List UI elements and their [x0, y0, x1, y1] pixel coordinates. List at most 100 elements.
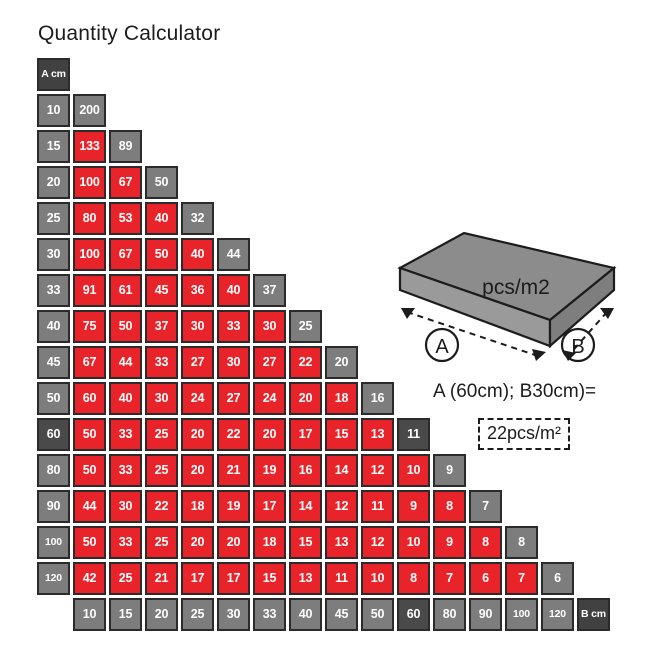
matrix-cell-a25-b25: 32	[181, 202, 214, 235]
matrix-cell-a90-b10: 44	[73, 490, 106, 523]
matrix-cell-a33-b33: 37	[253, 274, 286, 307]
formula-result: 22pcs/m²	[478, 418, 571, 450]
matrix-cell-a80-b45: 14	[325, 454, 358, 487]
matrix-cell-a120-b50: 10	[361, 562, 394, 595]
col-label-10: 10	[73, 598, 106, 631]
matrix-cell-a30-b25: 40	[181, 238, 214, 271]
matrix-cell-a25-b20: 40	[145, 202, 178, 235]
matrix-header-row: A cm	[37, 58, 613, 94]
arrowhead-a-end	[532, 349, 546, 361]
matrix-cell-a25-b15: 53	[109, 202, 142, 235]
matrix-cell-a100-b90: 8	[469, 526, 502, 559]
badge-b-label: B	[571, 336, 584, 358]
matrix-cell-a50-b20: 30	[145, 382, 178, 415]
col-label-40: 40	[289, 598, 322, 631]
matrix-cell-a40-b25: 30	[181, 310, 214, 343]
arrowhead-a-start	[401, 308, 415, 319]
matrix-cell-a45-b30: 30	[217, 346, 250, 379]
matrix-cell-a100-b30: 20	[217, 526, 250, 559]
row-label-33: 33	[37, 274, 70, 307]
matrix-cell-a90-b30: 19	[217, 490, 250, 523]
matrix-cell-a40-b10: 75	[73, 310, 106, 343]
matrix-cell-a120-b25: 17	[181, 562, 214, 595]
col-label-80: 80	[433, 598, 466, 631]
matrix-cell-a60-b50: 13	[361, 418, 394, 451]
quantity-matrix: A cm 10 200 15 133 89 20 100 67 50 25 80 53 40 32 30 100…	[37, 58, 613, 634]
matrix-row: 33 91 61 45 36 40 37	[37, 274, 613, 310]
matrix-cell-a40-b40: 25	[289, 310, 322, 343]
matrix-cell-a120-b15: 25	[109, 562, 142, 595]
matrix-cell-a100-b25: 20	[181, 526, 214, 559]
matrix-cell-a60-b15: 33	[109, 418, 142, 451]
matrix-row: 40 75 50 37 30 33 30 25	[37, 310, 613, 346]
matrix-cell-a80-b80: 9	[433, 454, 466, 487]
formula-expression: A (60cm); B30cm)=	[433, 381, 597, 402]
matrix-cell-a100-b80: 9	[433, 526, 466, 559]
matrix-cell-a90-b90: 7	[469, 490, 502, 523]
matrix-cell-a20-b15: 67	[109, 166, 142, 199]
row-label-25: 25	[37, 202, 70, 235]
matrix-cell-a60-b30: 22	[217, 418, 250, 451]
matrix-cell-a45-b25: 27	[181, 346, 214, 379]
matrix-cell-a80-b50: 12	[361, 454, 394, 487]
matrix-cell-a50-b33: 24	[253, 382, 286, 415]
row-label-50: 50	[37, 382, 70, 415]
matrix-cell-a10-b10: 200	[73, 94, 106, 127]
matrix-cell-a33-b25: 36	[181, 274, 214, 307]
col-label-20: 20	[145, 598, 178, 631]
col-label-60: 60	[397, 598, 430, 631]
badge-a-label: A	[435, 336, 449, 358]
matrix-cell-a50-b25: 24	[181, 382, 214, 415]
matrix-cell-a120-b33: 15	[253, 562, 286, 595]
matrix-cell-a15-b10: 133	[73, 130, 106, 163]
matrix-row: 60 50 33 25 20 22 20 17 15 13 11	[37, 418, 613, 454]
matrix-cell-a33-b30: 40	[217, 274, 250, 307]
matrix-cell-a45-b15: 44	[109, 346, 142, 379]
matrix-cell-a100-b50: 12	[361, 526, 394, 559]
slab-illustration: A B pcs/m2	[382, 228, 632, 378]
row-label-10: 10	[37, 94, 70, 127]
matrix-cell-a120-b45: 11	[325, 562, 358, 595]
row-label-80: 80	[37, 454, 70, 487]
matrix-cell-a50-b50: 16	[361, 382, 394, 415]
row-label-30: 30	[37, 238, 70, 271]
matrix-cell-a90-b15: 30	[109, 490, 142, 523]
row-label-90: 90	[37, 490, 70, 523]
col-label-33: 33	[253, 598, 286, 631]
matrix-cell-a30-b10: 100	[73, 238, 106, 271]
matrix-cell-a80-b20: 25	[145, 454, 178, 487]
matrix-cell-a30-b30: 44	[217, 238, 250, 271]
matrix-cell-a100-b33: 18	[253, 526, 286, 559]
matrix-cell-a80-b15: 33	[109, 454, 142, 487]
matrix-row: 25 80 53 40 32	[37, 202, 613, 238]
matrix-cell-a90-b20: 22	[145, 490, 178, 523]
matrix-cell-a40-b15: 50	[109, 310, 142, 343]
row-label-15: 15	[37, 130, 70, 163]
matrix-cell-a33-b10: 91	[73, 274, 106, 307]
footer-spacer	[37, 598, 70, 631]
matrix-row: 15 133 89	[37, 130, 613, 166]
col-axis-header: B cm	[577, 598, 610, 631]
badge-b-circle	[560, 327, 596, 363]
col-label-120: 120	[541, 598, 574, 631]
matrix-cell-a45-b45: 20	[325, 346, 358, 379]
matrix-cell-a60-b20: 25	[145, 418, 178, 451]
matrix-cell-a120-b80: 7	[433, 562, 466, 595]
matrix-cell-a33-b15: 61	[109, 274, 142, 307]
row-axis-header: A cm	[37, 58, 70, 91]
col-label-15: 15	[109, 598, 142, 631]
matrix-cell-a100-b100: 8	[505, 526, 538, 559]
matrix-cell-a100-b15: 33	[109, 526, 142, 559]
arrowhead-b-start	[600, 308, 614, 319]
matrix-cell-a80-b30: 21	[217, 454, 250, 487]
row-label-20: 20	[37, 166, 70, 199]
row-label-45: 45	[37, 346, 70, 379]
matrix-cell-a30-b15: 67	[109, 238, 142, 271]
matrix-cell-a120-b120: 6	[541, 562, 574, 595]
matrix-cell-a90-b50: 11	[361, 490, 394, 523]
matrix-cell-a80-b60: 10	[397, 454, 430, 487]
matrix-cell-a33-b20: 45	[145, 274, 178, 307]
matrix-row: 80 50 33 25 20 21 19 16 14 12 10 9	[37, 454, 613, 490]
matrix-cell-a60-b10: 50	[73, 418, 106, 451]
matrix-row: 120 42 25 21 17 17 15 13 11 10 8 7 6 7 6	[37, 562, 613, 598]
